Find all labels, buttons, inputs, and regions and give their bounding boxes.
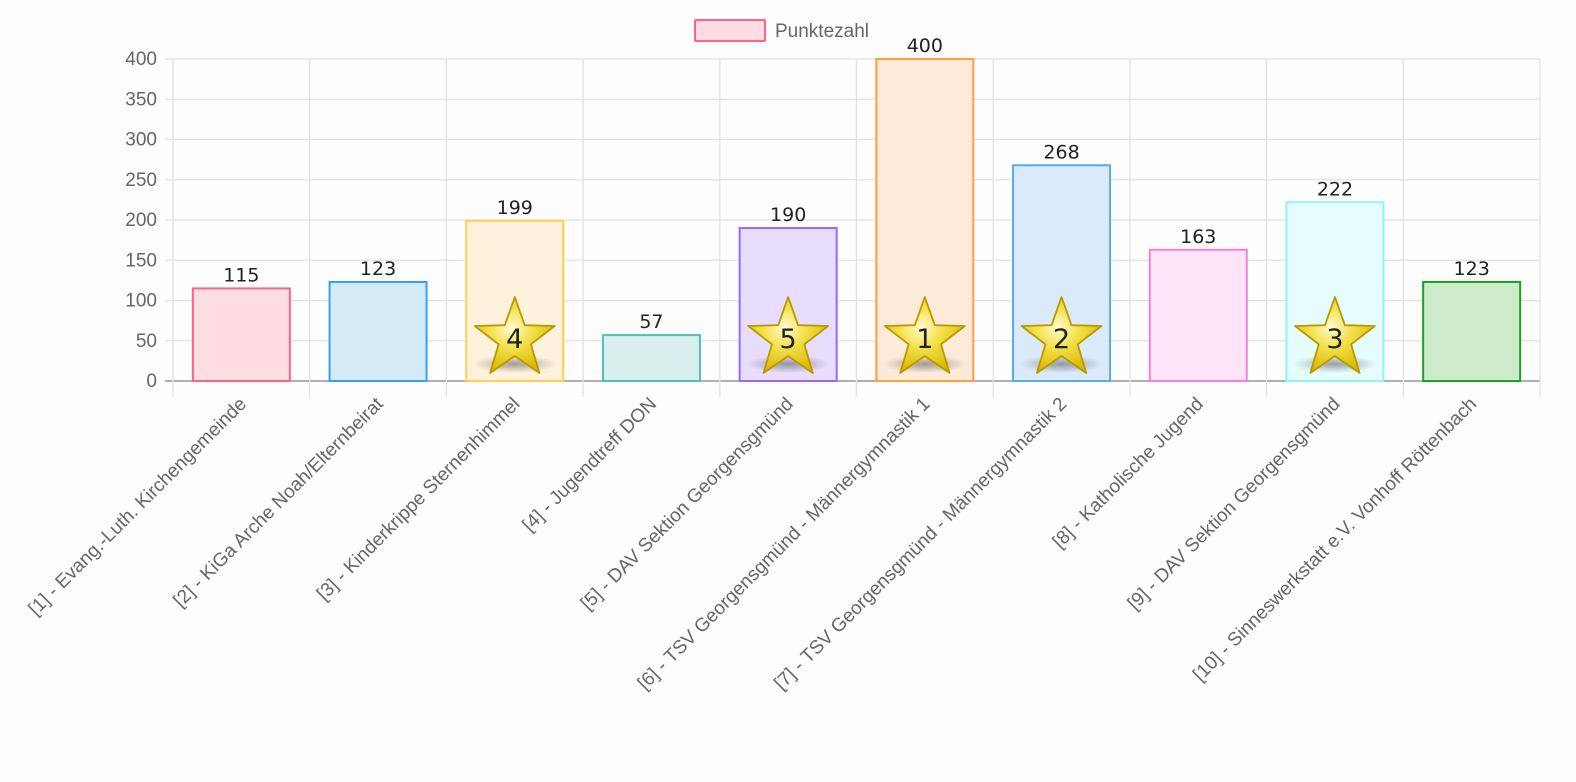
bar[interactable]	[191, 287, 291, 382]
rank-star: 3	[1292, 296, 1377, 374]
data-label: 57	[639, 311, 663, 333]
data-label: 400	[907, 35, 943, 57]
rank-star: 5	[746, 296, 831, 374]
bar[interactable]	[601, 334, 701, 382]
legend[interactable]: Punktezahl	[694, 19, 869, 42]
rank-number: 3	[1326, 324, 1343, 355]
data-label: 199	[497, 197, 533, 219]
star-shadow	[1019, 355, 1104, 373]
rank-number: 1	[916, 324, 933, 355]
star-shadow	[746, 355, 831, 373]
rank-number: 4	[506, 324, 523, 355]
data-label: 163	[1180, 226, 1216, 248]
data-label: 123	[1454, 258, 1490, 280]
x-tick-label: [10] - Sinneswerkstatt e.V. Vonhoff Rött…	[1189, 394, 1481, 686]
bar[interactable]	[1422, 280, 1522, 382]
star-icon	[884, 296, 966, 374]
y-axis: 0 50 100 150 200 250 300 350 400	[125, 49, 157, 392]
data-labels: 115 123 199 57 190 400 268 163 222 123	[223, 35, 1490, 333]
star-icon	[473, 296, 556, 374]
x-axis-labels: [1] - Evang.-Luth. Kirchengemeinde[2] - …	[25, 393, 1482, 694]
y-tick-label: 350	[125, 89, 157, 110]
star-shadow	[1292, 355, 1377, 373]
x-tick-label: [4] - Jugendtreff DON	[519, 394, 661, 536]
rank-star: 1	[882, 296, 967, 374]
y-tick-label: 300	[125, 130, 157, 151]
x-tick-label: [6] - TSV Georgensgmünd - Männergymnasti…	[634, 394, 935, 695]
y-tick-label: 200	[125, 210, 157, 231]
x-tick-label: [9] - DAV Sektion Georgensgmünd	[1124, 394, 1345, 615]
x-tick-label: [1] - Evang.-Luth. Kirchengemeinde	[25, 394, 251, 620]
y-tick-label: 50	[136, 331, 157, 352]
y-tick-label: 400	[125, 49, 157, 70]
star-icon	[1020, 296, 1103, 374]
rank-stars: 1 2 3 4 5	[472, 296, 1377, 374]
y-tick-label: 100	[125, 291, 157, 312]
data-label: 190	[770, 204, 806, 226]
rank-number: 2	[1053, 324, 1070, 355]
y-tick-label: 150	[125, 250, 157, 271]
legend-label[interactable]: Punktezahl	[775, 21, 869, 42]
y-tick-label: 250	[125, 170, 157, 191]
x-tick-label: [7] - TSV Georgensgmünd - Männergymnasti…	[770, 394, 1071, 695]
legend-swatch[interactable]	[694, 19, 766, 42]
bar[interactable]	[328, 280, 428, 382]
y-tick-label: 0	[146, 371, 157, 392]
star-shadow	[472, 355, 557, 373]
rank-star: 2	[1019, 296, 1104, 374]
data-label: 222	[1317, 178, 1353, 200]
data-label: 123	[360, 258, 396, 280]
x-tick-label: [5] - DAV Sektion Georgensgmünd	[577, 394, 798, 615]
star-icon	[1294, 296, 1376, 374]
star-icon	[747, 296, 829, 374]
x-tick-label: [8] - Katholische Jugend	[1049, 394, 1208, 553]
data-label: 115	[223, 264, 259, 286]
rank-star: 4	[472, 296, 557, 374]
bar[interactable]	[1148, 248, 1248, 382]
data-label: 268	[1043, 141, 1079, 163]
star-shadow	[882, 355, 967, 373]
rank-number: 5	[780, 324, 797, 355]
